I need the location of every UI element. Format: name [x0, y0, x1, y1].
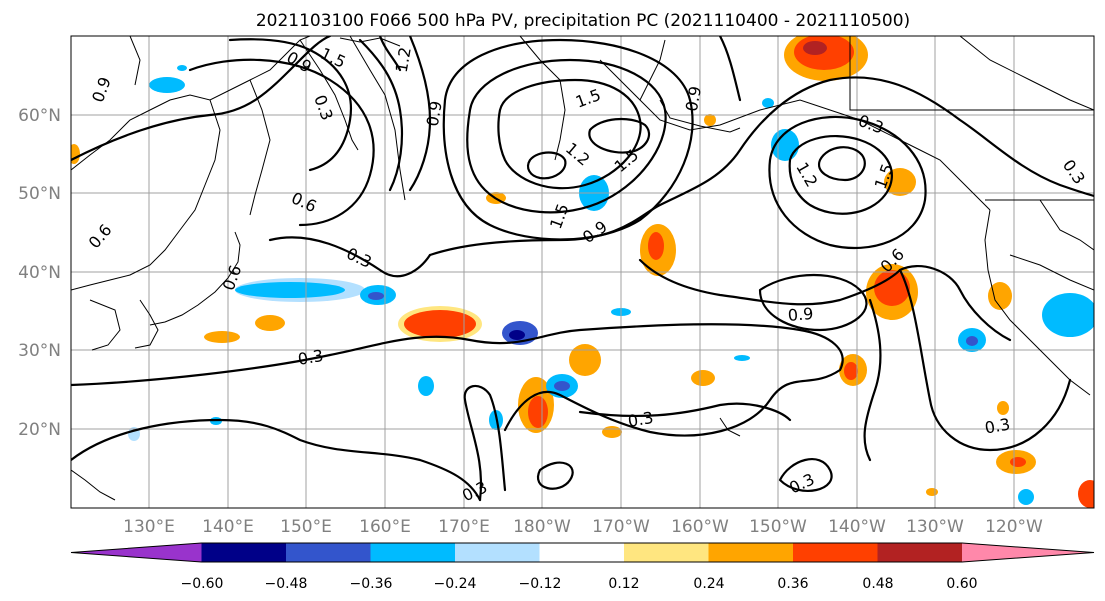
contour-label: 0.9 — [423, 99, 446, 127]
colorbar-label: 0.12 — [608, 576, 639, 592]
colorbar-segment — [877, 543, 963, 562]
figure-title: 2021103100 F066 500 hPa PV, precipitatio… — [256, 11, 910, 31]
colorbar-segment — [708, 543, 794, 562]
precipitation-shading — [71, 36, 1094, 508]
lat-label: 20°N — [18, 420, 61, 440]
precip-blob — [204, 331, 240, 343]
precip-blob — [602, 426, 622, 438]
precip-blob — [528, 396, 548, 428]
lon-label: 180°W — [513, 517, 571, 537]
precip-blob — [404, 310, 476, 338]
precip-blob — [1010, 457, 1026, 467]
colorbar-label: 0.48 — [862, 576, 893, 592]
precip-blob — [734, 355, 750, 361]
contour-label: 0.9 — [682, 85, 705, 113]
graticule — [71, 36, 1094, 508]
lon-label: 170°E — [438, 517, 490, 537]
precip-blob — [509, 330, 525, 340]
precip-blob — [1018, 489, 1034, 505]
precip-blob — [255, 315, 285, 331]
precip-blob — [554, 381, 570, 391]
colorbar-label: 0.24 — [693, 576, 724, 592]
precip-blob — [704, 114, 716, 126]
precip-blob — [926, 488, 938, 496]
colorbar-label: −0.36 — [350, 576, 393, 592]
colorbar — [70, 542, 1095, 563]
colorbar-label: 0.36 — [777, 576, 808, 592]
colorbar-segment — [370, 543, 456, 562]
precip-blob — [368, 292, 384, 300]
contour-label: 1.2 — [392, 46, 415, 74]
precip-blob — [418, 376, 434, 396]
contour-label: 0.3 — [626, 408, 654, 431]
lon-label: 170°W — [592, 517, 650, 537]
lon-label: 150°W — [749, 517, 807, 537]
precip-blob — [235, 282, 345, 298]
precip-blob — [177, 65, 187, 71]
lon-label: 140°E — [202, 517, 254, 537]
precip-blob — [648, 232, 664, 260]
colorbar-label: −0.60 — [181, 576, 224, 592]
colorbar-segment — [455, 543, 540, 562]
lon-label: 140°W — [828, 517, 886, 537]
lon-label: 160°E — [359, 517, 411, 537]
colorbar-segment — [539, 543, 625, 562]
precip-blob — [149, 77, 185, 93]
lat-label: 30°N — [18, 341, 61, 361]
colorbar-segment — [286, 543, 371, 562]
precip-blob — [569, 344, 601, 376]
precip-blob — [997, 401, 1009, 415]
precip-blob — [874, 270, 910, 306]
colorbar-segment — [793, 543, 878, 562]
precip-blob — [988, 282, 1012, 310]
colorbar-labels: −0.60 −0.48 −0.36 −0.24 −0.12 0.12 0.24 … — [181, 576, 978, 592]
contour-label: 0.9 — [787, 304, 814, 325]
colorbar-label: −0.24 — [434, 576, 477, 592]
precip-blob — [691, 370, 715, 386]
precip-blob — [966, 336, 978, 346]
colorbar-label: −0.12 — [519, 576, 562, 592]
colorbar-segment — [71, 543, 202, 562]
precip-blob — [71, 144, 80, 164]
latitude-labels: 60°N 50°N 40°N 30°N 20°N — [18, 106, 61, 440]
precip-blob — [844, 362, 858, 380]
coastlines — [71, 36, 1094, 501]
precip-blob — [762, 98, 774, 108]
lat-label: 40°N — [18, 263, 61, 283]
precip-blob — [803, 41, 827, 55]
colorbar-label: 0.60 — [946, 576, 977, 592]
lon-label: 130°E — [123, 517, 175, 537]
colorbar-segment — [624, 543, 709, 562]
pv-contours — [71, 36, 1094, 502]
precip-blob — [1078, 480, 1094, 508]
lon-label: 120°W — [985, 517, 1043, 537]
longitude-labels: 130°E 140°E 150°E 160°E 170°E 180°W 170°… — [123, 517, 1043, 537]
lon-label: 160°W — [671, 517, 729, 537]
colorbar-label: −0.48 — [265, 576, 308, 592]
lon-label: 150°E — [280, 517, 332, 537]
lat-label: 50°N — [18, 184, 61, 204]
map-frame-border — [70, 35, 1095, 509]
precip-blob — [1042, 293, 1094, 337]
lon-label: 130°W — [906, 517, 964, 537]
map-plot-area: 0.9 0.3 0.9 1.5 1.2 0.9 1.5 0.9 1.2 1.5 … — [71, 36, 1094, 508]
lat-label: 60°N — [18, 106, 61, 126]
colorbar-outline — [70, 542, 1095, 563]
contour-label: 0.3 — [983, 414, 1011, 437]
colorbar-segment — [962, 543, 1094, 562]
colorbar-segment — [201, 543, 287, 562]
contour-label: 0.3 — [296, 346, 324, 369]
